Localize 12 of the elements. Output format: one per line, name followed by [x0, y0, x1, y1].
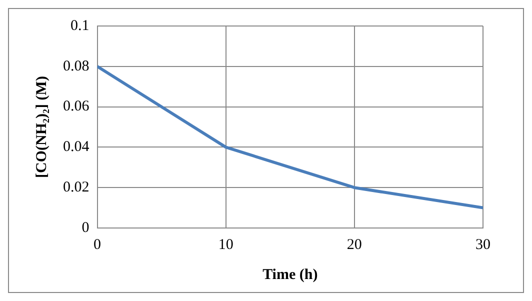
y-tick-label: 0.1 [70, 18, 90, 34]
y-tick-label: 0.06 [63, 98, 90, 115]
y-tick-label: 0 [82, 220, 90, 236]
x-axis-title: Time (h) [262, 266, 318, 283]
x-tick-label: 20 [346, 236, 362, 253]
x-tick-label: 0 [94, 236, 101, 253]
y-tick-label: 0.02 [63, 180, 90, 196]
y-tick-label: 0.08 [63, 58, 90, 74]
x-tick-label: 10 [218, 236, 234, 253]
y-axis-title: [CO(NH₂)₂] (M) [34, 76, 50, 178]
x-tick-label: 30 [476, 236, 490, 253]
y-tick-label: 0.04 [63, 139, 90, 156]
